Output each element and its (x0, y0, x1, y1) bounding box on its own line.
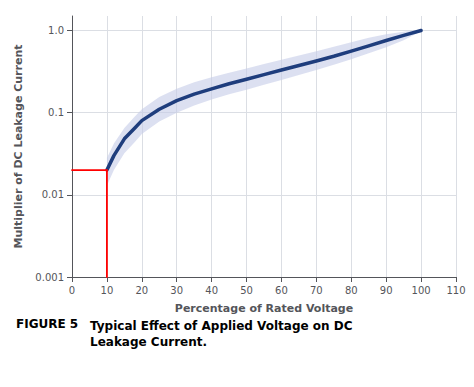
svg-text:110: 110 (446, 285, 465, 296)
svg-text:Typical Effect of Applied Volt: Typical Effect of Applied Voltage on DC (90, 319, 353, 333)
svg-text:1.0: 1.0 (48, 25, 64, 36)
svg-text:0.01: 0.01 (42, 189, 64, 200)
svg-text:10: 10 (101, 285, 114, 296)
svg-text:100: 100 (412, 285, 431, 296)
svg-text:Percentage of Rated Voltage: Percentage of Rated Voltage (175, 302, 353, 315)
svg-text:60: 60 (275, 285, 288, 296)
svg-text:90: 90 (380, 285, 393, 296)
svg-text:30: 30 (170, 285, 183, 296)
svg-text:0.001: 0.001 (35, 272, 64, 283)
svg-text:Leakage Current.: Leakage Current. (90, 335, 207, 349)
svg-text:0: 0 (69, 285, 75, 296)
svg-text:20: 20 (135, 285, 148, 296)
svg-text:40: 40 (205, 285, 218, 296)
svg-text:80: 80 (345, 285, 358, 296)
svg-text:70: 70 (310, 285, 323, 296)
svg-text:50: 50 (240, 285, 253, 296)
svg-text:0.1: 0.1 (48, 107, 64, 118)
svg-text:FIGURE 5: FIGURE 5 (16, 317, 78, 331)
svg-text:Multiplier of DC Leakage Curre: Multiplier of DC Leakage Current (12, 44, 25, 248)
